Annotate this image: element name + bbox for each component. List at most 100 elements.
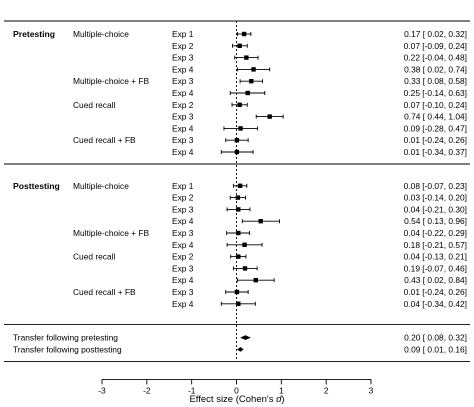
point-estimate — [236, 254, 241, 259]
effect-size-labels: 0.17 [ 0.02, 0.32] 0.07 [-0.09, 0.24] 0.22… — [404, 29, 467, 309]
effect-size-value: 0.03 [-0.14, 0.20] — [404, 193, 467, 203]
x-tick-label: 1 — [279, 385, 284, 395]
study-label: Exp 1 — [172, 29, 194, 39]
effect-size-value: 0.33 [ 0.08, 0.58] — [404, 76, 467, 86]
effect-size-value: 0.43 [ 0.02, 0.84] — [404, 275, 467, 285]
study-label: Exp 4 — [172, 216, 194, 226]
point-estimate — [253, 278, 258, 283]
point-estimate — [236, 207, 241, 212]
x-tick-label: 0 — [234, 385, 239, 395]
effect-size-value: 0.08 [-0.07, 0.23] — [404, 181, 467, 191]
study-label: Exp 3 — [172, 76, 194, 86]
confidence-intervals — [220, 32, 284, 306]
effect-size-value: 0.18 [-0.21, 0.57] — [404, 240, 467, 250]
effect-size-value: 0.09 [-0.28, 0.47] — [404, 123, 467, 133]
effect-size-value: 0.25 [-0.14, 0.63] — [404, 88, 467, 98]
section-label: Posttesting — [13, 181, 60, 191]
effect-size-value: 0.19 [-0.07, 0.46] — [404, 263, 467, 273]
study-label: Exp 4 — [172, 147, 194, 157]
point-estimate — [258, 219, 263, 224]
effect-size-value: 0.22 [-0.04, 0.48] — [404, 53, 467, 63]
effect-size-value: 0.07 [-0.10, 0.24] — [404, 100, 467, 110]
group-label: Cued recall — [73, 252, 116, 262]
study-label: Exp 3 — [172, 53, 194, 63]
x-tick-label: -2 — [143, 385, 151, 395]
point-estimate — [235, 195, 241, 200]
study-label: Exp 3 — [172, 135, 194, 145]
study-label: Exp 4 — [172, 275, 194, 285]
study-label: Exp 4 — [172, 240, 194, 250]
summary-diamond — [236, 347, 244, 352]
group-label: Cued recall + FB — [73, 135, 136, 145]
point-estimate — [251, 67, 256, 72]
effect-size-value: 0.01 [-0.34, 0.37] — [404, 147, 467, 157]
study-label: Exp 2 — [172, 252, 194, 262]
x-axis-title-text: Effect size (Cohen's — [189, 394, 276, 405]
summary-estimates: Transfer following pretesting 0.20 [ 0.08… — [13, 333, 467, 355]
study-label: Exp 3 — [172, 112, 194, 122]
study-label: Exp 4 — [172, 299, 194, 309]
effect-size-value: 0.07 [-0.09, 0.24] — [404, 41, 467, 51]
point-estimate — [244, 55, 249, 60]
point-estimate — [238, 126, 243, 131]
study-label: Exp 4 — [172, 88, 194, 98]
summary-diamond — [240, 335, 251, 340]
x-axis-title: Effect size (Cohen's d) — [189, 394, 284, 405]
group-labels: Multiple-choice Multiple-choice + FB Cued … — [73, 29, 150, 297]
study-label: Exp 3 — [172, 287, 194, 297]
point-estimate — [234, 289, 240, 295]
effect-size-value: 0.38 [ 0.02, 0.74] — [404, 64, 467, 74]
group-label: Multiple-choice + FB — [73, 228, 150, 238]
study-label: Exp 4 — [172, 64, 194, 74]
group-label: Cued recall + FB — [73, 287, 136, 297]
x-tick-label: 3 — [369, 385, 374, 395]
study-label: Exp 3 — [172, 204, 194, 214]
point-estimate — [236, 301, 241, 306]
x-tick-label: -3 — [98, 385, 106, 395]
effect-size-value: 0.01 [-0.24, 0.26] — [404, 135, 467, 145]
summary-label: Transfer following posttesting — [13, 344, 122, 354]
x-tick-label: -1 — [188, 385, 196, 395]
summary-value: 0.09 [ 0.01, 0.16] — [404, 344, 467, 354]
group-label: Multiple-choice — [73, 181, 129, 191]
point-estimate — [242, 242, 247, 247]
effect-size-value: 0.17 [ 0.02, 0.32] — [404, 29, 467, 39]
effect-size-value: 0.54 [ 0.13, 0.96] — [404, 216, 467, 226]
effect-size-value: 0.04 [-0.13, 0.21] — [404, 252, 467, 262]
effect-size-value: 0.01 [-0.24, 0.26] — [404, 287, 467, 297]
effect-size-value: 0.74 [ 0.44, 1.04] — [404, 112, 467, 122]
study-label: Exp 3 — [172, 263, 194, 273]
point-estimate — [241, 31, 247, 37]
section-labels: Pretesting Posttesting — [13, 29, 60, 191]
effect-size-value: 0.04 [-0.34, 0.42] — [404, 299, 467, 309]
point-estimate — [242, 266, 248, 271]
point-estimate — [237, 102, 242, 107]
x-axis: -3 -2 -1 0 1 2 3 — [98, 378, 374, 395]
point-estimate — [237, 43, 242, 48]
study-label: Exp 2 — [172, 41, 194, 51]
point-estimate — [267, 114, 272, 119]
study-label: Exp 2 — [172, 193, 194, 203]
summary-value: 0.20 [ 0.08, 0.32] — [404, 333, 467, 343]
point-estimate — [245, 90, 250, 96]
study-label: Exp 4 — [172, 123, 194, 133]
point-estimate — [236, 230, 241, 236]
point-estimate — [234, 138, 240, 143]
summary-label: Transfer following pretesting — [13, 333, 118, 343]
point-estimates — [234, 31, 272, 306]
x-tick-label: 2 — [324, 385, 329, 395]
section-label: Pretesting — [13, 29, 55, 39]
point-estimate — [237, 183, 243, 188]
group-label: Cued recall — [73, 100, 116, 110]
point-estimate — [234, 149, 240, 155]
group-label: Multiple-choice + FB — [73, 76, 150, 86]
effect-size-value: 0.04 [-0.21, 0.30] — [404, 204, 467, 214]
point-estimate — [249, 79, 254, 84]
study-label: Exp 1 — [172, 181, 194, 191]
x-axis-title-text: ) — [281, 394, 284, 405]
study-label: Exp 3 — [172, 228, 194, 238]
study-label: Exp 2 — [172, 100, 194, 110]
plot-frame — [4, 20, 470, 362]
